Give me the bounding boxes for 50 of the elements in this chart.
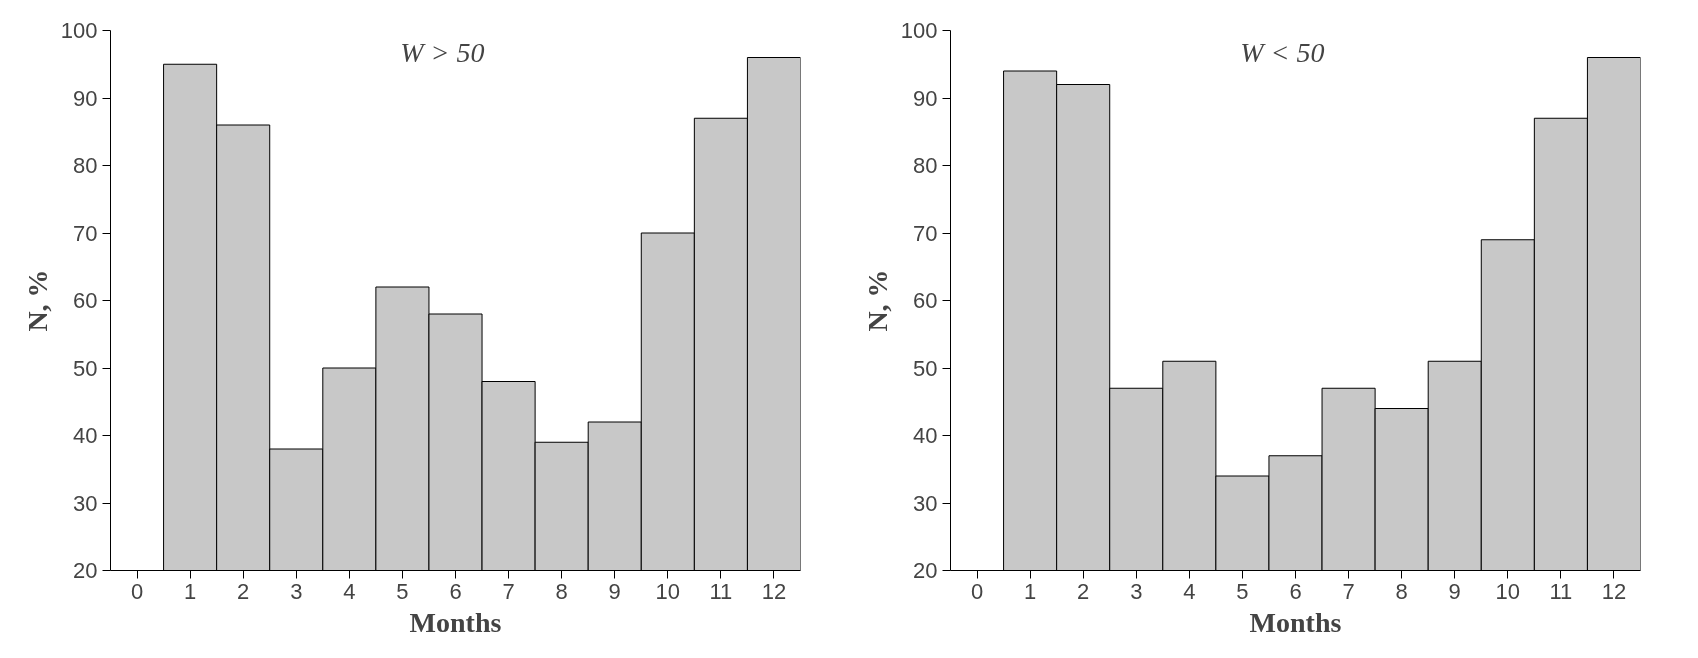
y-tick-label: 60 (913, 288, 938, 313)
y-tick-label: 20 (73, 558, 98, 583)
x-tick-label: 9 (1448, 578, 1461, 604)
x-tick-label: 2 (237, 578, 250, 604)
annotation: W < 50 (1240, 37, 1325, 69)
y-tick-label: 50 (913, 355, 938, 381)
x-tick-label: 10 (655, 578, 681, 604)
x-axis-title: Months (409, 606, 502, 638)
y-tick-label: 60 (73, 288, 98, 313)
x-axis-title: Months (1249, 606, 1342, 638)
x-tick-label: 7 (1342, 578, 1355, 604)
x-tick-label: 1 (184, 578, 197, 604)
x-tick-label: 8 (555, 578, 568, 604)
y-tick-label: 20 (913, 558, 938, 583)
y-tick-label: 40 (73, 423, 98, 448)
x-tick-label: 10 (1495, 578, 1521, 604)
x-tick-label: 0 (970, 578, 984, 604)
x-tick-label: 12 (761, 578, 787, 604)
x-tick-label: 8 (1395, 578, 1408, 604)
x-tick-label: 7 (502, 578, 515, 604)
x-tick-label: 9 (608, 578, 621, 604)
x-tick-label: 5 (1236, 578, 1249, 604)
y-axis-title: N, % (861, 269, 893, 332)
y-tick-label: 90 (73, 85, 98, 111)
x-tick-label: 3 (290, 578, 303, 604)
y-tick-label: 50 (73, 355, 98, 381)
x-tick-label: 2 (1077, 578, 1090, 604)
x-tick-label: 6 (449, 578, 462, 604)
y-tick-label: 40 (913, 423, 938, 448)
annotation: W > 50 (400, 37, 485, 69)
x-tick-label: 1 (1024, 578, 1037, 604)
y-tick-label: 80 (73, 153, 98, 178)
y-tick-label: 30 (913, 490, 938, 516)
y-tick-label: 100 (60, 18, 98, 43)
x-tick-label: 11 (1549, 578, 1573, 604)
x-tick-label: 5 (396, 578, 409, 604)
y-tick-label: 70 (913, 220, 938, 246)
y-tick-label: 90 (913, 85, 938, 111)
y-tick-label: 100 (900, 18, 938, 43)
x-tick-label: 0 (130, 578, 144, 604)
x-tick-label: 4 (343, 578, 356, 604)
y-tick-label: 70 (73, 220, 98, 246)
y-tick-label: 30 (73, 490, 98, 516)
x-tick-label: 11 (709, 578, 733, 604)
x-tick-label: 3 (1130, 578, 1143, 604)
y-axis-title: N, % (21, 269, 53, 332)
x-tick-label: 4 (1183, 578, 1196, 604)
x-tick-label: 6 (1289, 578, 1302, 604)
x-tick-label: 12 (1601, 578, 1627, 604)
y-tick-label: 80 (913, 153, 938, 178)
